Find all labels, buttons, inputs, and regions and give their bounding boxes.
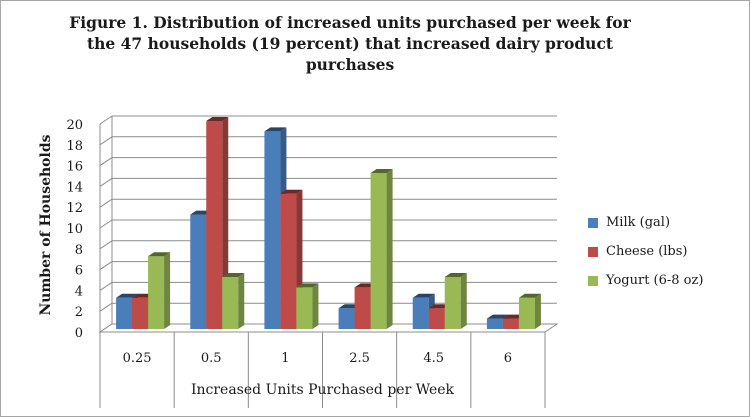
bar-top: [412, 293, 435, 298]
bar-side: [386, 169, 393, 329]
bar-side: [312, 283, 319, 329]
chart-title: Figure 1. Distribution of increased unit…: [69, 13, 631, 74]
bar: [370, 169, 393, 329]
gridline-side: [99, 302, 113, 312]
x-tick-label: 1: [281, 351, 289, 366]
bar-top: [280, 189, 303, 194]
x-tick-labels: 0.25 0.5 1 2.5 4.5 6: [123, 351, 512, 366]
bars: [116, 117, 541, 330]
gridline-side: [99, 115, 113, 125]
bar-top: [206, 117, 229, 121]
bar-side: [534, 293, 541, 329]
y-tick-label: 8: [75, 243, 83, 258]
x-tick-label: 2.5: [349, 351, 370, 366]
gridline-side: [99, 261, 113, 271]
bar-top: [296, 283, 319, 288]
y-tick-label: 0: [75, 326, 83, 341]
y-tick-label: 16: [66, 160, 83, 175]
bar-top: [264, 127, 287, 132]
legend-swatch: [588, 275, 598, 286]
legend-label: Yogurt (6-8 oz): [606, 273, 704, 288]
bar-front: [206, 121, 223, 329]
legend-item: Milk (gal): [588, 208, 703, 237]
bar-top: [444, 273, 467, 277]
bar-front: [412, 297, 429, 329]
x-tick-label: 0.5: [201, 351, 222, 366]
y-tick-label: 6: [75, 264, 83, 279]
gridline-side: [99, 219, 113, 229]
bar: [518, 293, 541, 329]
bar-front: [148, 256, 165, 329]
bar-top: [148, 252, 171, 257]
gridline-side: [99, 177, 113, 187]
bar-front: [428, 308, 445, 329]
bar-front: [444, 277, 461, 329]
bar-front: [222, 277, 239, 329]
gridline-side: [99, 136, 113, 146]
legend-item: Yogurt (6-8 oz): [588, 266, 703, 295]
y-tick-label: 2: [75, 305, 83, 320]
bar-front: [518, 297, 535, 329]
bar-front: [264, 131, 281, 329]
bar-front: [354, 287, 371, 329]
bar-top: [518, 293, 541, 298]
y-tick-label: 20: [66, 118, 83, 133]
bar-front: [338, 308, 355, 329]
bar-side: [164, 252, 171, 329]
y-tick-label: 12: [66, 201, 83, 216]
bar-top: [222, 273, 245, 277]
legend-label: Milk (gal): [606, 215, 671, 230]
y-tick-labels: 0 2 4 6 8 10 12 14 16 18 20: [66, 118, 83, 341]
bar-top: [486, 314, 509, 319]
gridline-side: [99, 157, 113, 167]
gridline-side: [99, 198, 113, 208]
gridline-side: [99, 281, 113, 291]
bar-top: [370, 169, 393, 173]
bar-top: [116, 293, 139, 298]
bar-front: [296, 287, 313, 329]
legend: Milk (gal) Cheese (lbs) Yogurt (6-8 oz): [588, 208, 703, 295]
x-tick-label: 4.5: [423, 351, 444, 366]
gridline-side: [99, 240, 113, 250]
bar: [206, 117, 229, 329]
legend-item: Cheese (lbs): [588, 237, 703, 266]
x-axis-label: Increased Units Purchased per Week: [190, 382, 455, 398]
y-tick-label: 4: [75, 284, 83, 299]
bar: [296, 283, 319, 329]
bar-front: [190, 214, 207, 329]
bar-side: [460, 273, 467, 329]
legend-label: Cheese (lbs): [606, 244, 688, 259]
y-tick-label: 18: [66, 139, 83, 154]
bar-front: [502, 318, 519, 329]
bar-front: [116, 297, 133, 329]
bar-front: [132, 297, 149, 329]
x-tick-label: 6: [504, 351, 512, 366]
bar: [444, 273, 467, 329]
bar: [222, 273, 245, 329]
bar-front: [370, 173, 387, 329]
bar-front: [486, 318, 503, 329]
y-tick-label: 14: [66, 180, 83, 195]
legend-swatch: [588, 217, 598, 228]
bar-front: [280, 193, 297, 329]
bar: [148, 252, 171, 329]
bar-side: [238, 273, 245, 329]
legend-swatch: [588, 246, 598, 257]
x-tick-label: 0.25: [123, 351, 152, 366]
y-tick-label: 10: [66, 222, 83, 237]
y-axis-label-text: Number of Households: [38, 134, 54, 316]
